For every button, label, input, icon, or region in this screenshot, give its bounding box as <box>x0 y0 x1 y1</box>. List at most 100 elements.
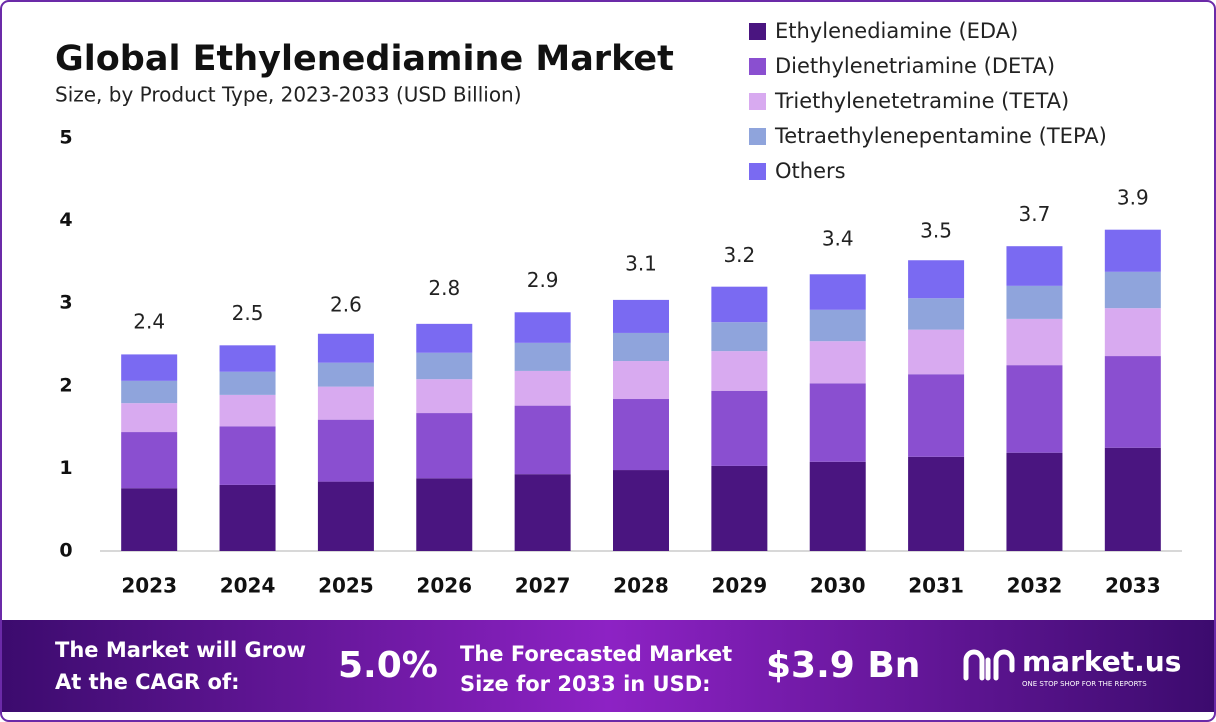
bar-segment <box>416 379 473 414</box>
bar-segment <box>809 309 866 342</box>
bar-segment <box>219 345 276 372</box>
x-tick-label: 2024 <box>220 574 276 598</box>
chart-subtitle: Size, by Product Type, 2023-2033 (USD Bi… <box>55 83 522 107</box>
legend-swatch <box>749 128 766 145</box>
x-tick-label: 2032 <box>1007 574 1063 598</box>
bar-segment <box>416 478 473 551</box>
x-tick-label: 2033 <box>1105 574 1161 598</box>
bar-segment <box>1104 229 1161 272</box>
bar-segment <box>809 274 866 310</box>
bar-segment <box>711 390 768 466</box>
bar-segment <box>317 481 374 551</box>
tagline: ONE STOP SHOP FOR THE REPORTS <box>1022 680 1147 688</box>
y-tick-label: 1 <box>59 457 72 479</box>
total-label: 2.6 <box>330 293 362 317</box>
bar-segment <box>219 426 276 485</box>
y-tick-label: 4 <box>59 209 72 231</box>
bar-segment <box>1006 246 1063 286</box>
bar-segment <box>711 322 768 352</box>
x-tick-label: 2028 <box>613 574 669 598</box>
bar-segment <box>317 362 374 387</box>
bar-segment <box>317 333 374 363</box>
bar-segment <box>416 352 473 380</box>
bar-segment <box>711 465 768 551</box>
legend-swatch <box>749 23 766 40</box>
total-label: 3.2 <box>723 243 755 267</box>
bar-segment <box>121 488 178 551</box>
bar-segment <box>908 329 965 375</box>
bar-segment <box>613 470 669 551</box>
bar-segment <box>416 323 473 353</box>
legend-label: Others <box>775 159 846 183</box>
total-label: 3.5 <box>920 218 952 242</box>
forecast-value: $3.9 Bn <box>766 645 920 686</box>
bar-segment <box>613 361 669 400</box>
total-label: 3.7 <box>1019 202 1051 226</box>
bar-segment <box>1104 308 1161 357</box>
brand: market.us <box>1022 645 1181 678</box>
bar-segment <box>809 461 866 551</box>
bar-segment <box>809 341 866 384</box>
legend-swatch <box>749 163 766 180</box>
bar-segment <box>219 484 276 551</box>
legend-label: Diethylenetriamine (DETA) <box>775 54 1055 78</box>
bar-segment <box>908 298 965 330</box>
x-tick-label: 2031 <box>908 574 964 598</box>
legend-label: Triethylenetetramine (TETA) <box>774 89 1069 113</box>
legend-label: Ethylenediamine (EDA) <box>775 19 1018 43</box>
total-label: 3.1 <box>625 251 657 275</box>
x-tick-label: 2029 <box>712 574 768 598</box>
bar-segment <box>809 383 866 462</box>
cagr-label: The Market will Grow <box>55 638 306 662</box>
bar-segment <box>121 403 178 433</box>
bar-segment <box>219 394 276 427</box>
total-label: 2.9 <box>527 268 559 292</box>
bar-segment <box>613 399 669 471</box>
cagr-value: 5.0% <box>338 645 438 686</box>
legend-swatch <box>749 93 766 110</box>
bar-segment <box>514 342 571 371</box>
x-tick-label: 2027 <box>515 574 571 598</box>
bar-segment <box>317 386 374 420</box>
total-label: 2.5 <box>232 301 264 325</box>
total-label: 2.4 <box>133 309 165 333</box>
bar-segment <box>613 299 669 333</box>
bar-segment <box>613 332 669 362</box>
y-tick-label: 3 <box>59 292 72 314</box>
bar-segment <box>1006 365 1063 453</box>
bar-segment <box>1104 356 1161 448</box>
y-tick-label: 2 <box>59 374 72 396</box>
bar-segment <box>908 374 965 457</box>
bar-segment <box>121 432 178 489</box>
y-tick-label: 5 <box>59 127 72 149</box>
bar-segment <box>121 354 178 381</box>
total-label: 3.9 <box>1117 185 1149 209</box>
bar-segment <box>121 380 178 404</box>
legend-label: Tetraethylenepentamine (TEPA) <box>774 124 1107 148</box>
bar-segment <box>219 371 276 395</box>
bar-segment <box>514 312 571 343</box>
bar-segment <box>416 413 473 479</box>
chart-title: Global Ethylenediamine Market <box>55 39 674 79</box>
bar-segment <box>514 405 571 475</box>
x-tick-label: 2023 <box>121 574 177 598</box>
bar-segment <box>908 456 965 551</box>
forecast-label: Size for 2033 in USD: <box>460 672 711 696</box>
x-tick-label: 2026 <box>416 574 472 598</box>
bar-segment <box>1104 447 1161 551</box>
cagr-label: At the CAGR of: <box>55 670 240 694</box>
bar-segment <box>1104 271 1161 309</box>
bar-segment <box>514 474 571 551</box>
total-label: 2.8 <box>428 276 460 300</box>
x-tick-label: 2025 <box>318 574 374 598</box>
brand-logo <box>963 649 1015 681</box>
legend-swatch <box>749 58 766 75</box>
total-label: 3.4 <box>822 227 854 251</box>
bar-segment <box>317 419 374 482</box>
bar-segment <box>711 351 768 391</box>
forecast-label: The Forecasted Market <box>460 642 732 666</box>
bar-segment <box>908 260 965 299</box>
y-tick-label: 0 <box>59 540 72 562</box>
